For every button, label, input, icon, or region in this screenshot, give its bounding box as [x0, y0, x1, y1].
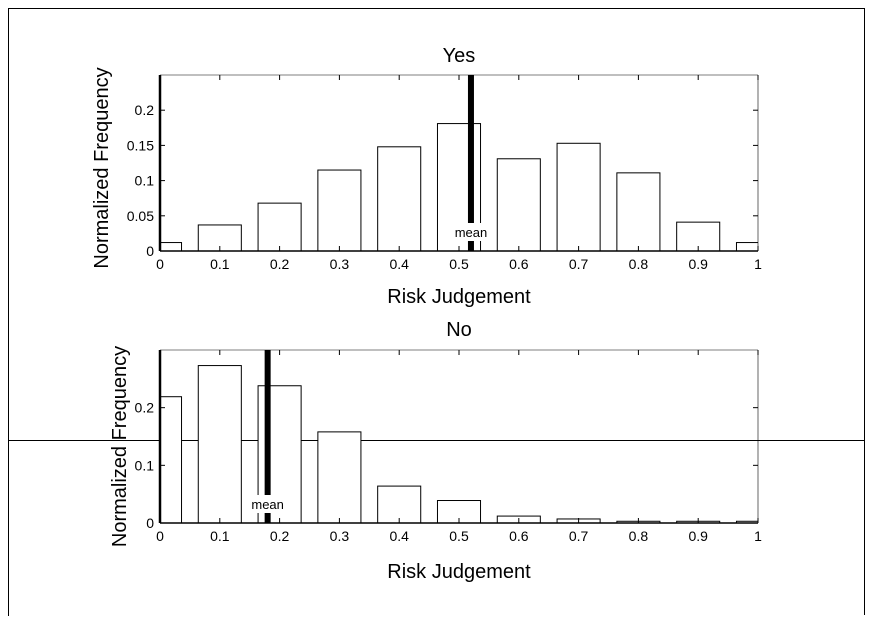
x-tick-label: 0.9 [688, 256, 708, 272]
x-tick-label: 1 [754, 256, 762, 272]
figure-border-top [8, 8, 865, 9]
x-tick-label: 0.6 [509, 256, 529, 272]
x-tick-label: 0.4 [389, 528, 409, 544]
mean-label-bg [243, 495, 292, 513]
x-tick-label: 1 [754, 528, 762, 544]
x-tick-label: 0.1 [210, 528, 230, 544]
x-tick-label: 0 [156, 528, 164, 544]
x-tick-label: 0 [156, 256, 164, 272]
x-tick-label: 0.7 [569, 256, 589, 272]
figure-border-left [8, 8, 9, 616]
y-tick-label: 0.05 [127, 208, 154, 224]
x-tick-label: 0.8 [629, 528, 649, 544]
mean-label: mean [455, 225, 488, 240]
y-tick-label: 0 [146, 515, 154, 531]
x-axis-label: Risk Judgement [387, 286, 531, 308]
bar-0.6: 0.131 [496, 158, 541, 251]
y-axis-label: Normalized Frequency [91, 67, 113, 268]
x-tick-label: 0.5 [449, 256, 469, 272]
plot-area: 0.0120.0370.0680.1150.1480.1810.1310.153… [160, 123, 758, 251]
chart-title: No [446, 319, 472, 341]
y-tick-label: 0.1 [135, 457, 155, 473]
y-tick-label: 0.1 [135, 173, 155, 189]
plot-area: 0.2190.2730.2380.1580.0640.0390.0120.007… [160, 365, 758, 523]
mean-line [264, 350, 271, 523]
mean-label: mean [251, 497, 284, 512]
bar-0.4: 0.148 [377, 146, 422, 251]
y-tick-label: 0 [146, 243, 154, 259]
subplot-2: 0.2190.2730.2380.1580.0640.0390.0120.007… [109, 319, 762, 583]
y-tick-label: 0.15 [127, 137, 154, 153]
bar-0: 0.012 [160, 242, 183, 251]
x-tick-label: 0.6 [509, 528, 529, 544]
subplot-1: 0.0120.0370.0680.1150.1480.1810.1310.153… [91, 45, 762, 308]
bar-0.4: 0.064 [377, 485, 422, 523]
bar-0.8: 0.111 [616, 172, 661, 251]
bar-0.5: 0.039 [436, 500, 482, 523]
x-tick-label: 0.7 [569, 528, 589, 544]
mean-line [467, 75, 474, 251]
y-tick-label: 0.2 [135, 400, 155, 416]
y-axis-label: Normalized Frequency [109, 346, 131, 547]
x-tick-label: 0.8 [629, 256, 649, 272]
x-tick-label: 0.1 [210, 256, 230, 272]
chart-title: Yes [443, 45, 476, 67]
x-tick-label: 0.2 [270, 256, 290, 272]
x-tick-label: 0.3 [330, 528, 350, 544]
y-tick-label: 0.2 [135, 102, 155, 118]
bar-0: 0.219 [160, 396, 183, 523]
mean-label-bg [446, 223, 495, 241]
bar-0.7: 0.153 [556, 142, 601, 251]
x-axis-label: Risk Judgement [387, 561, 531, 583]
bar-0.2: 0.068 [257, 202, 302, 251]
x-tick-label: 0.9 [688, 528, 708, 544]
figure-border-bottom [8, 440, 865, 441]
x-tick-label: 0.2 [270, 528, 290, 544]
x-tick-label: 0.5 [449, 528, 469, 544]
bar-0.3: 0.158 [317, 431, 362, 523]
figure-border-right [864, 8, 865, 615]
x-tick-label: 0.4 [389, 256, 409, 272]
bar-0.3: 0.115 [317, 169, 362, 251]
x-tick-label: 0.3 [330, 256, 350, 272]
bar-0.1: 0.273 [197, 365, 242, 523]
